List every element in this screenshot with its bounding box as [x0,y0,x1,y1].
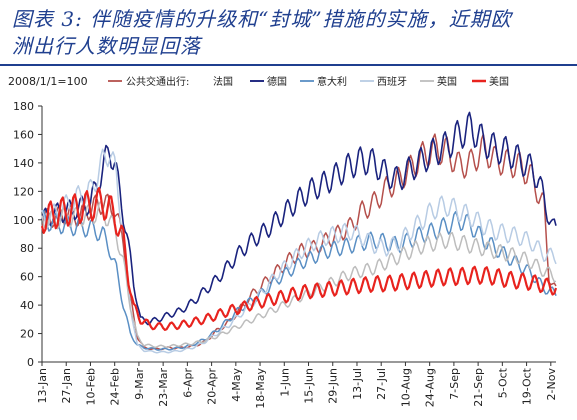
x-tick-label: 21-Sep [472,368,485,407]
y-tick-label: 80 [20,242,34,255]
y-tick-label: 40 [20,299,34,312]
y-tick-label: 140 [13,157,34,170]
x-tick-label: 2-Nov [545,368,558,401]
y-tick-label: 120 [13,185,34,198]
x-tick-label: 13-Jul [351,368,364,400]
x-axis: 13-Jan 27-Jan 10-Feb 24-Feb 9-Mar 23-Mar 6-Apr… [36,361,558,409]
series-line-2 [41,111,557,326]
x-tick-label: 1-Jun [278,368,291,397]
x-tick-label: 13-Jan [36,368,49,404]
series-line-5 [41,200,557,349]
x-tick-label: 24-Feb [109,368,122,405]
x-tick-label: 6-Apr [181,368,194,398]
legend-label-1: 法国 [213,75,233,88]
x-tick-label: 10-Feb [84,368,97,405]
series-line-6 [40,187,558,331]
series-line-1 [41,133,557,351]
x-tick-label: 18-May [254,368,267,409]
x-tick-label: 4-May [230,368,243,402]
legend-prefix: 公共交通出行: [126,75,189,88]
legend-label-4: 西班牙 [377,76,407,88]
legend-label-5: 英国 [437,75,457,88]
legend-label-3: 意大利 [317,75,347,88]
x-tick-label: 15-Jun [303,368,316,404]
x-tick-label: 29-Jun [327,368,340,404]
title-divider [0,64,577,66]
series-layer [40,111,558,354]
chart-title: 图表 3: 伴随疫情的升级和“封城”措施的实施，近期欧 洲出行人数明显回落 [12,6,572,60]
legend-label-2: 德国 [267,75,287,88]
y-tick-label: 160 [13,128,34,141]
x-tick-label: 27-Jan [60,368,73,404]
x-tick-label: 9-Mar [133,368,146,400]
x-tick-label: 20-Apr [206,368,219,405]
y-tick-label: 0 [27,356,34,369]
legend: 公共交通出行: 法国 德国 意大利 西班牙 英国 美国 [108,75,509,88]
x-tick-label: 5-Oct [496,367,509,398]
y-tick-label: 60 [20,271,34,284]
x-tick-label: 23-Mar [157,368,170,407]
legend-label-6: 美国 [489,75,509,88]
y-tick-label: 180 [13,100,34,113]
base-note: 2008/1/1=100 [8,75,88,88]
x-tick-label: 19-Oct [521,367,534,405]
y-tick-label: 20 [20,328,34,341]
x-tick-label: 7-Sep [448,368,461,400]
chart-title-line2: 洲出行人数明显回落 [12,34,201,58]
y-tick-label: 100 [13,214,34,227]
x-tick-label: 10-Aug [399,368,412,407]
y-axis: 0 20 40 60 80 100 120 140 160 180 [13,100,43,369]
x-tick-label: 27-Jul [375,368,388,400]
x-tick-label: 24-Aug [424,368,437,407]
chart-title-line1: 图表 3: 伴随疫情的升级和“封城”措施的实施，近期欧 [12,7,512,31]
